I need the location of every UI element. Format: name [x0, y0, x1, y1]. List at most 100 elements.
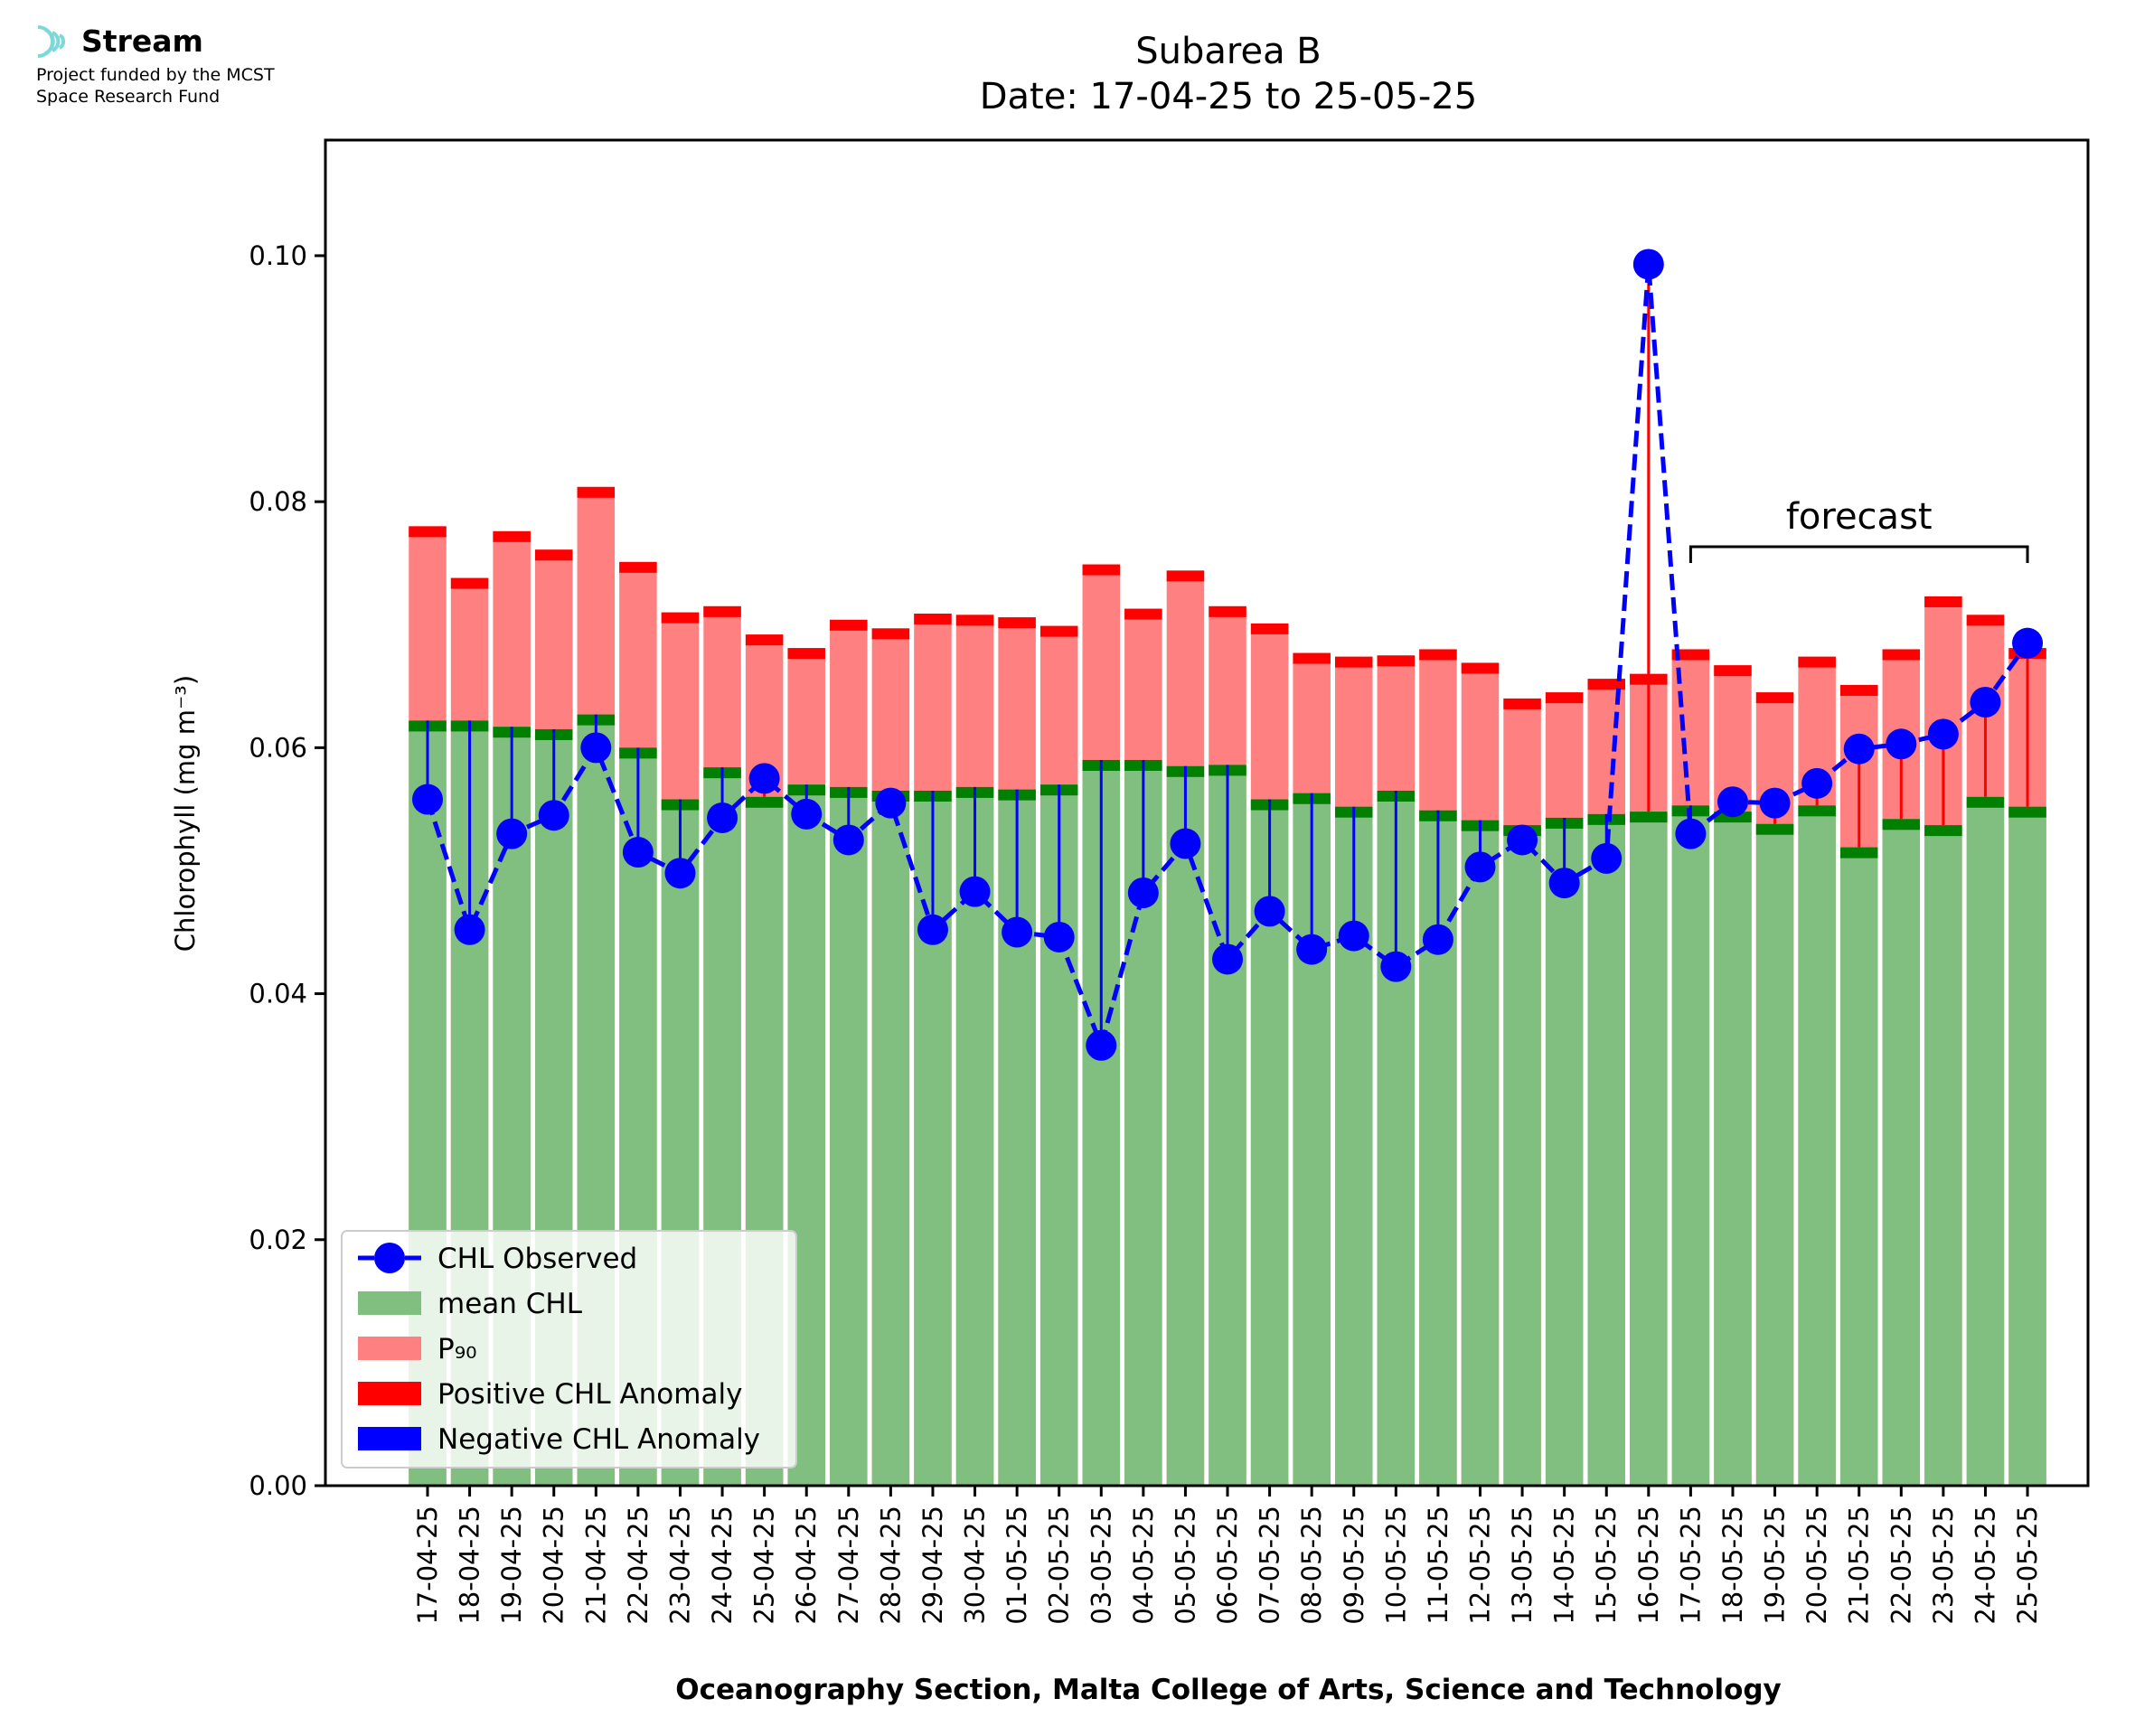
- p90-bar-cap: [703, 605, 741, 617]
- x-tick-label: 07-05-25: [1255, 1506, 1285, 1625]
- x-tick-label: 20-04-25: [539, 1506, 569, 1625]
- observed-point: [496, 818, 528, 849]
- p90-bar-cap: [1419, 649, 1457, 661]
- mean-bar: [1924, 825, 1962, 1486]
- x-tick-label: 24-04-25: [707, 1506, 738, 1625]
- x-tick-label: 12-05-25: [1465, 1506, 1496, 1625]
- observed-point: [1801, 767, 1833, 799]
- observed-point: [1002, 916, 1033, 948]
- x-tick-label: 06-05-25: [1212, 1506, 1243, 1625]
- x-tick-label: 21-05-25: [1844, 1506, 1875, 1625]
- x-tick-label: 18-05-25: [1717, 1506, 1748, 1625]
- p90-bar-cap: [1587, 679, 1625, 690]
- observed-point: [1043, 921, 1075, 952]
- mean-bar-cap: [1798, 805, 1836, 817]
- mean-bar: [2008, 806, 2046, 1486]
- observed-point: [580, 732, 612, 764]
- mean-bar-cap: [1630, 812, 1668, 823]
- x-tick-label: 17-05-25: [1675, 1506, 1706, 1625]
- observed-point: [664, 858, 696, 889]
- chart-title: Subarea B: [1135, 31, 1322, 72]
- p90-bar-cap: [450, 577, 489, 589]
- p90-bar-cap: [914, 614, 952, 625]
- x-axis: 17-04-25 18-04-25 19-04-25 20-04-25 21-04-25…: [412, 1486, 2043, 1625]
- observed-point: [1759, 787, 1791, 819]
- legend: CHL Observed mean CHL P₉₀ Positive CHL Anom…: [341, 1230, 797, 1469]
- mean-bar: [1671, 805, 1710, 1486]
- observed-point: [917, 914, 948, 945]
- observed-point: [1675, 818, 1707, 849]
- observed-point: [748, 763, 780, 794]
- mean-bar: [1166, 765, 1205, 1486]
- x-tick-label: 23-05-25: [1928, 1506, 1959, 1625]
- x-tick-label: 26-04-25: [791, 1506, 822, 1625]
- mean-bar-cap: [1755, 823, 1794, 835]
- mean-bar: [1798, 805, 1836, 1486]
- observed-point: [1380, 951, 1412, 982]
- p90-bar-cap: [955, 615, 994, 626]
- legend-box: [341, 1230, 797, 1469]
- plot-frame: [324, 138, 2090, 1487]
- y-tick-label: 0.04: [249, 979, 307, 1009]
- observed-point: [1843, 733, 1875, 765]
- y-tick-label: 0.00: [249, 1470, 307, 1501]
- observed-point: [1886, 728, 1917, 760]
- p90-bar-cap: [1293, 652, 1331, 664]
- y-tick-label: 0.02: [249, 1225, 307, 1255]
- x-tick-label: 01-05-25: [1002, 1506, 1032, 1625]
- observed-point: [1338, 920, 1369, 952]
- y-tick-label: 0.10: [249, 240, 307, 271]
- p90-bar-cap: [493, 530, 531, 542]
- observed-point: [1170, 828, 1201, 859]
- x-tick-label: 17-04-25: [412, 1506, 443, 1625]
- x-tick-label: 11-05-25: [1423, 1506, 1453, 1625]
- legend-negative-swatch: [358, 1427, 421, 1450]
- observed-point: [791, 798, 823, 830]
- p90-bar-cap: [1503, 698, 1541, 709]
- y-axis-label: Chlorophyll (mg m⁻³): [170, 675, 201, 952]
- mean-bar-cap: [2008, 806, 2046, 818]
- observed-point: [1422, 924, 1453, 955]
- p90-bar-cap: [787, 648, 825, 660]
- p90-bar-cap: [1755, 692, 1794, 704]
- observed-point: [1548, 868, 1580, 899]
- legend-label: P₉₀: [437, 1333, 477, 1365]
- p90-bar-cap: [1461, 662, 1500, 674]
- x-tick-label: 09-05-25: [1339, 1506, 1369, 1625]
- p90-bar-cap: [1209, 605, 1246, 617]
- observed-point: [1127, 877, 1159, 908]
- x-tick-label: 30-04-25: [960, 1506, 991, 1625]
- mean-bar: [830, 786, 868, 1486]
- p90-bar-cap: [1714, 665, 1752, 677]
- p90-bar-cap: [1124, 608, 1162, 620]
- x-tick-label: 10-05-25: [1380, 1506, 1411, 1625]
- x-tick-label: 18-04-25: [455, 1506, 485, 1625]
- mean-bar: [1966, 796, 2005, 1486]
- p90-bar-cap: [745, 634, 784, 646]
- forecast-annotation: forecast: [1688, 496, 2029, 563]
- p90-bar-cap: [1882, 649, 1921, 661]
- observed-point: [1591, 842, 1623, 874]
- stream-logo: Stream Project funded by the MCST Space …: [33, 22, 358, 121]
- x-tick-label: 04-05-25: [1128, 1506, 1159, 1625]
- observed-point: [875, 787, 907, 819]
- observed-point: [832, 824, 864, 856]
- p90-bar-cap: [1166, 570, 1205, 582]
- x-tick-label: 05-05-25: [1170, 1506, 1200, 1625]
- p90-bar-cap: [871, 628, 910, 640]
- p90-bar-cap: [577, 486, 616, 498]
- bars-layer: [409, 486, 2046, 1487]
- x-tick-label: 27-04-25: [833, 1506, 864, 1625]
- forecast-label: forecast: [1786, 496, 1933, 538]
- observed-point: [538, 800, 569, 831]
- forecast-bracket: [1688, 545, 2029, 563]
- legend-mean-swatch: [358, 1291, 421, 1315]
- p90-bar-cap: [661, 612, 700, 624]
- mean-bar: [1461, 820, 1500, 1486]
- observed-point: [1927, 718, 1959, 750]
- mean-bar-cap: [745, 796, 784, 808]
- observed-point: [1296, 934, 1328, 965]
- x-tick-label: 23-04-25: [664, 1506, 695, 1625]
- mean-bar-cap: [1966, 796, 2005, 808]
